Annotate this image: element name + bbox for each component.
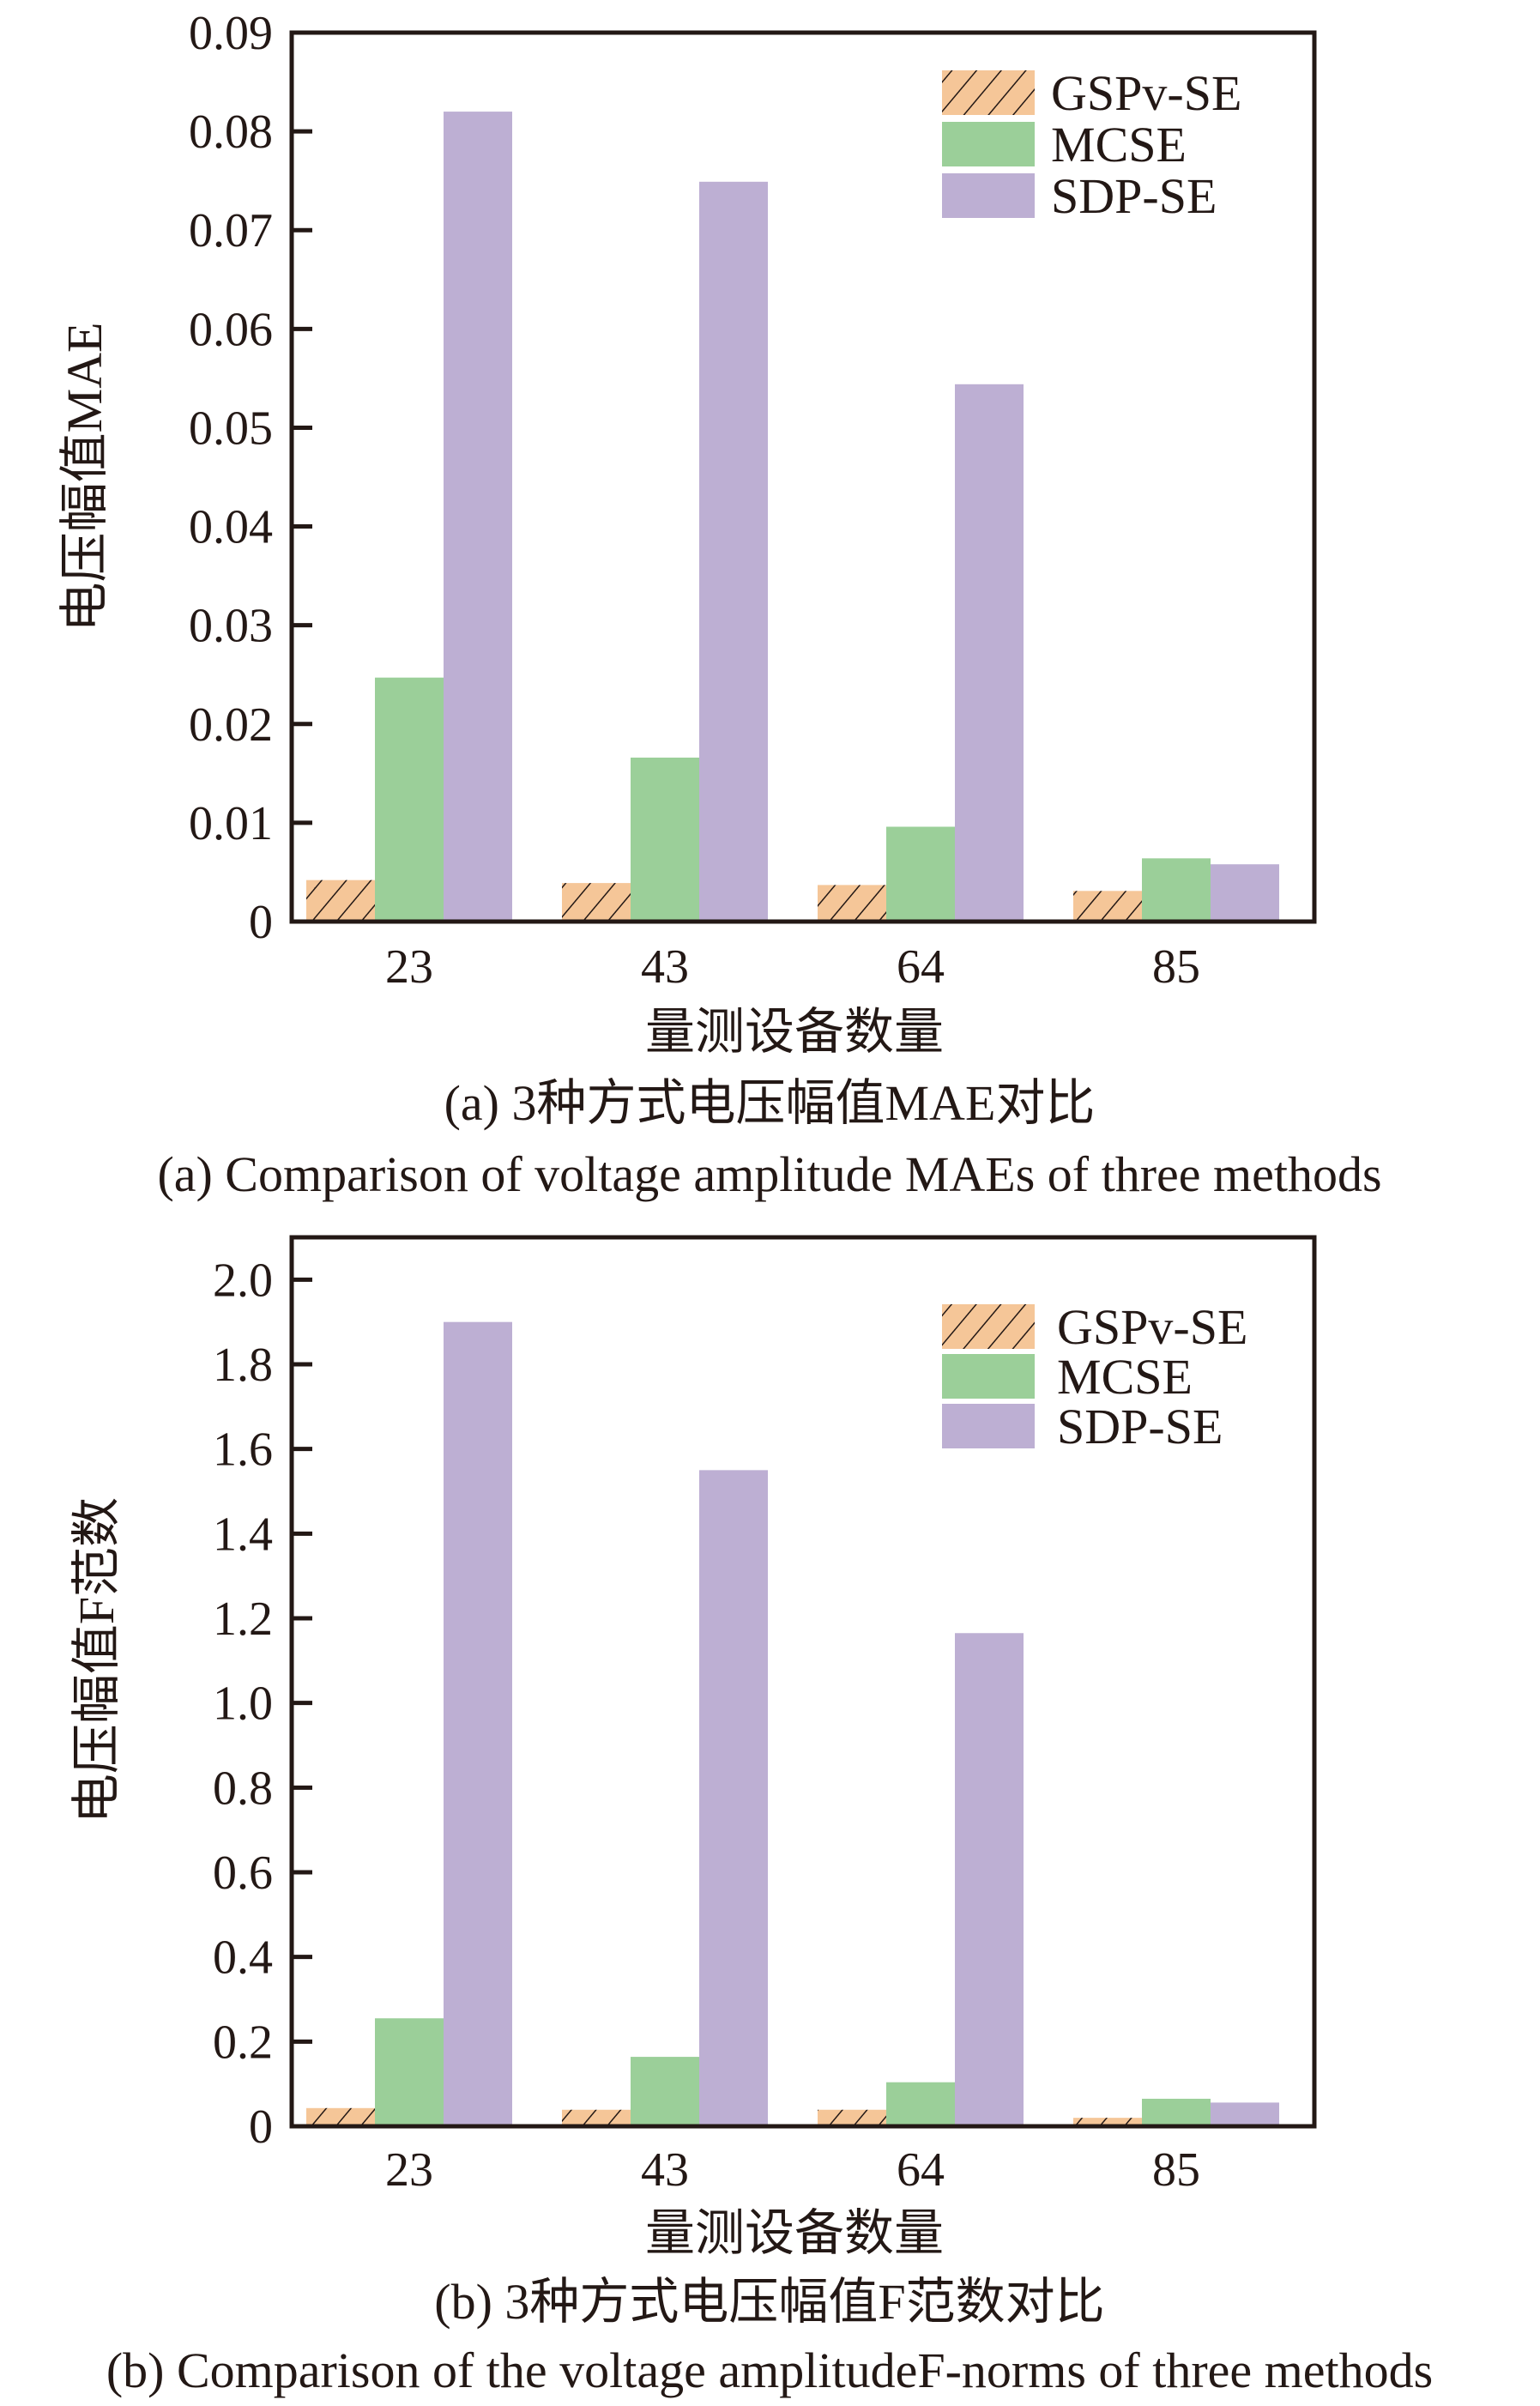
legend-swatch-gspv-se: [942, 70, 1035, 115]
bar-sdp-se-43: [699, 1470, 768, 2126]
y-tick-label: 2.0: [213, 1254, 273, 1307]
bar-gspv-se-64: [818, 2109, 886, 2126]
x-axis-ticks: 23 43 64 85: [385, 940, 1200, 994]
bars-group: [306, 1321, 1279, 2126]
bar-gspv-se-85: [1073, 891, 1142, 922]
y-tick-label: 0.08: [189, 106, 273, 159]
bar-sdp-se-85: [1211, 864, 1279, 922]
chart-mae: 0 0.01 0.02 0.03 0.04 0.05 0.06 0.07 0.08 0.09 23…: [57, 7, 1382, 1202]
legend-label-mcse: MCSE: [1057, 1349, 1193, 1405]
caption-cn: (a) 3种方式电压幅值MAE对比: [444, 1075, 1096, 1131]
bar-gspv-se-64: [818, 885, 886, 922]
bar-mcse-85: [1142, 2098, 1211, 2126]
x-tick-label: 64: [897, 940, 945, 994]
y-tick-label: 1.4: [213, 1508, 273, 1561]
x-tick-label: 43: [641, 940, 689, 994]
bar-mcse-43: [631, 2057, 699, 2126]
legend-label-gspv-se: GSPv-SE: [1051, 65, 1241, 121]
chart-fnorm: 0 0.2 0.4 0.6 0.8 1.0 1.2 1.4 1.6 1.8 2.0 23 43 64 85…: [69, 1235, 1433, 2398]
bar-gspv-se-23: [306, 880, 375, 922]
legend-label-mcse: MCSE: [1051, 117, 1187, 172]
bars-group: [306, 112, 1279, 922]
y-tick-label: 0.05: [189, 402, 273, 455]
legend-label-sdp-se: SDP-SE: [1051, 168, 1217, 224]
bar-gspv-se-43: [562, 2109, 631, 2126]
bar-sdp-se-64: [955, 384, 1024, 922]
y-tick-label: 1.8: [213, 1339, 273, 1392]
y-axis-label: 电压幅值F范数: [69, 1497, 124, 1823]
x-tick-label: 85: [1152, 2143, 1200, 2197]
bar-mcse-64: [886, 826, 955, 922]
bar-mcse-23: [375, 677, 444, 922]
x-axis-label: 量测设备数量: [645, 2205, 944, 2261]
legend-swatch-gspv-se: [942, 1304, 1035, 1349]
y-tick-label: 1.0: [213, 1678, 273, 1731]
legend-swatch-mcse: [942, 122, 1035, 166]
x-axis-ticks: 23 43 64 85: [385, 2143, 1200, 2197]
caption-en: (a) Comparison of voltage amplitude MAEs…: [157, 1146, 1381, 1202]
bar-sdp-se-23: [444, 112, 512, 922]
y-axis-label: 电压幅值MAE: [57, 323, 112, 632]
y-tick-label: 0.06: [189, 303, 273, 356]
x-tick-label: 64: [897, 2143, 945, 2197]
legend-swatch-mcse: [942, 1354, 1035, 1399]
bar-mcse-64: [886, 2082, 955, 2126]
bar-mcse-23: [375, 2018, 444, 2126]
legend-label-gspv-se: GSPv-SE: [1057, 1299, 1247, 1355]
y-axis-ticks: 0 0.01 0.02 0.03 0.04 0.05 0.06 0.07 0.08 0.09: [189, 7, 312, 949]
x-tick-label: 85: [1152, 940, 1200, 994]
bar-sdp-se-43: [699, 181, 768, 922]
y-tick-label: 0.8: [213, 1762, 273, 1815]
y-tick-label: 0.4: [213, 1931, 273, 1985]
bar-sdp-se-85: [1211, 2102, 1279, 2126]
y-tick-label: 0.07: [189, 204, 273, 257]
plot-frame: [289, 1235, 1317, 2129]
bar-mcse-43: [631, 757, 699, 922]
x-tick-label: 23: [385, 2143, 433, 2197]
y-tick-label: 0.6: [213, 1847, 273, 1900]
y-tick-label: 0: [249, 896, 273, 949]
y-tick-label: 1.6: [213, 1424, 273, 1477]
y-tick-label: 0.04: [189, 501, 273, 554]
x-tick-label: 23: [385, 940, 433, 994]
bar-gspv-se-85: [1073, 2118, 1142, 2126]
caption-en: (b) Comparison of the voltage amplitudeF…: [106, 2343, 1433, 2398]
y-tick-label: 0.03: [189, 600, 273, 653]
y-tick-label: 0.01: [189, 797, 273, 850]
y-tick-label: 0: [249, 2101, 273, 2154]
bar-gspv-se-23: [306, 2107, 375, 2126]
bar-sdp-se-23: [444, 1321, 512, 2126]
bar-gspv-se-43: [562, 883, 631, 922]
x-axis-label: 量测设备数量: [645, 1004, 944, 1060]
y-tick-label: 0.2: [213, 2016, 273, 2069]
x-tick-label: 43: [641, 2143, 689, 2197]
y-tick-label: 0.02: [189, 698, 273, 752]
caption-cn: (b) 3种方式电压幅值F范数对比: [434, 2274, 1104, 2330]
bar-sdp-se-64: [955, 1633, 1024, 2126]
legend-swatch-sdp-se: [942, 173, 1035, 218]
legend-label-sdp-se: SDP-SE: [1057, 1399, 1223, 1454]
y-tick-label: 1.2: [213, 1593, 273, 1646]
y-axis-ticks: 0 0.2 0.4 0.6 0.8 1.0 1.2 1.4 1.6 1.8 2.0: [213, 1254, 312, 2154]
legend-swatch-sdp-se: [942, 1404, 1035, 1448]
bar-mcse-85: [1142, 858, 1211, 922]
y-tick-label: 0.09: [189, 7, 273, 60]
plot-frame: [289, 30, 1317, 924]
